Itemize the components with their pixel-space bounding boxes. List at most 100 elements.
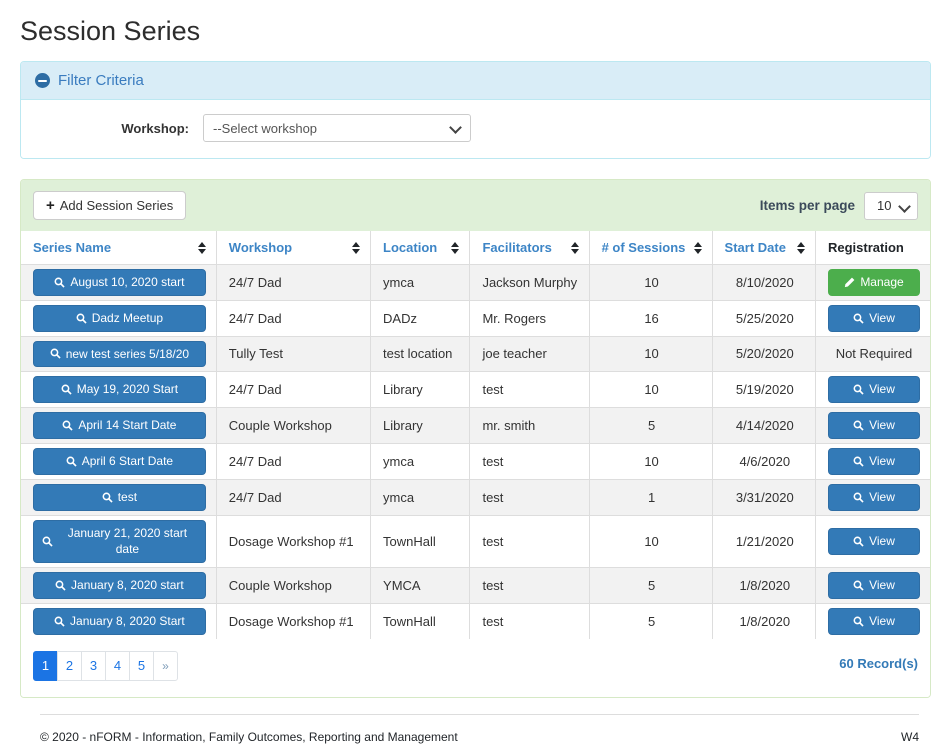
series-name-button[interactable]: April 14 Start Date — [33, 412, 206, 439]
page-button-5[interactable]: 5 — [129, 650, 154, 681]
filter-criteria-title: Filter Criteria — [58, 72, 144, 89]
series-name-button[interactable]: August 10, 2020 start — [33, 269, 206, 296]
collapse-minus-icon[interactable] — [35, 73, 50, 88]
start-date-cell: 3/31/2020 — [711, 478, 816, 516]
view-registration-button[interactable]: View — [828, 304, 920, 332]
page-button-1[interactable]: 1 — [33, 650, 58, 681]
pagination: 1 2 3 4 5» — [33, 650, 178, 681]
view-button-label: View — [869, 578, 895, 593]
sort-icon[interactable] — [197, 241, 206, 254]
view-registration-button[interactable]: View — [828, 376, 920, 404]
series-name-button[interactable]: Dadz Meetup — [33, 304, 206, 332]
series-name-button[interactable]: January 8, 2020 start — [33, 572, 206, 599]
table-row: May 19, 2020 Start 24/7 Dad Library test… — [21, 371, 930, 408]
location-cell: TownHall — [370, 514, 470, 568]
page-button-2[interactable]: 2 — [57, 650, 82, 681]
sessions-count-cell: 1 — [588, 478, 713, 516]
filter-body: Workshop: --Select workshop — [21, 100, 930, 158]
facilitators-cell: Jackson Murphy — [469, 264, 590, 301]
sort-icon[interactable] — [451, 241, 460, 254]
column-header-label: Series Name — [33, 240, 112, 255]
column-header[interactable]: Workshop — [215, 231, 371, 265]
facilitators-cell: Mr. Rogers — [469, 299, 590, 337]
page-button-3[interactable]: 3 — [81, 650, 106, 681]
facilitators-cell: joe teacher — [469, 335, 590, 372]
view-button-label: View — [869, 310, 895, 325]
location-cell: ymca — [370, 478, 470, 516]
page-title: Session Series — [20, 16, 201, 46]
table-row: January 8, 2020 Start Dosage Workshop #1… — [21, 602, 930, 639]
magnifier-icon — [853, 384, 864, 395]
items-per-page-select-wrap: 10 — [864, 191, 918, 220]
column-header: Registration — [815, 231, 930, 265]
view-registration-button[interactable]: View — [828, 412, 920, 439]
sort-icon[interactable] — [797, 241, 805, 254]
location-cell: Library — [370, 371, 470, 408]
workshop-cell: 24/7 Dad — [215, 478, 371, 516]
series-name-label: August 10, 2020 start — [70, 275, 185, 289]
items-per-page-select[interactable]: 10 — [864, 191, 918, 220]
view-button-label: View — [869, 489, 895, 504]
sessions-count-cell: 10 — [588, 514, 713, 568]
view-registration-button[interactable]: View — [828, 447, 920, 475]
magnifier-icon — [42, 536, 53, 547]
next-page-button[interactable]: » — [153, 650, 178, 681]
workshop-select-wrap: --Select workshop — [203, 114, 471, 142]
site-footer: © 2020 - nFORM - Information, Family Out… — [40, 713, 919, 744]
column-header[interactable]: Facilitators — [469, 231, 590, 265]
column-header[interactable]: Start Date — [711, 231, 816, 265]
view-registration-button[interactable]: View — [828, 527, 920, 555]
location-cell: ymca — [370, 264, 470, 301]
table-row: test 24/7 Dad ymca test 1 3/31/2020 View — [21, 478, 930, 516]
sort-icon[interactable] — [570, 241, 579, 254]
location-cell: YMCA — [370, 567, 470, 604]
view-registration-button[interactable]: View — [828, 607, 920, 635]
series-name-label: Dadz Meetup — [91, 310, 164, 325]
workshop-select[interactable]: --Select workshop — [203, 114, 471, 142]
series-name-button[interactable]: April 6 Start Date — [33, 447, 206, 475]
plus-icon: + — [46, 197, 55, 214]
session-series-panel: + Add Session Series Items per page 10 S… — [20, 179, 931, 698]
start-date-cell: 4/6/2020 — [711, 442, 816, 480]
copyright-text: © 2020 - nFORM - Information, Family Out… — [40, 729, 458, 744]
view-button-label: View — [869, 453, 895, 468]
sessions-count-cell: 5 — [588, 567, 713, 604]
location-cell: TownHall — [370, 602, 470, 639]
version-label: W4 — [901, 729, 919, 744]
series-name-label: April 6 Start Date — [81, 453, 174, 468]
sort-icon[interactable] — [693, 241, 702, 254]
add-session-series-button[interactable]: + Add Session Series — [33, 191, 187, 220]
column-header[interactable]: # of Sessions — [588, 231, 713, 265]
view-registration-button[interactable]: View — [828, 572, 920, 599]
facilitators-cell: test — [469, 442, 590, 480]
magnifier-icon — [62, 420, 73, 431]
magnifier-icon — [853, 420, 864, 431]
sessions-count-cell: 10 — [588, 335, 713, 372]
magnifier-icon — [853, 616, 864, 627]
magnifier-icon — [54, 277, 65, 288]
series-name-button[interactable]: new test series 5/18/20 — [33, 340, 206, 368]
location-cell: test location — [370, 335, 470, 372]
series-name-label: January 8, 2020 Start — [70, 613, 185, 628]
filter-criteria-header[interactable]: Filter Criteria — [21, 62, 930, 100]
sort-icon[interactable] — [352, 241, 361, 254]
column-header[interactable]: Series Name — [21, 231, 217, 265]
manage-registration-button[interactable]: Manage — [828, 269, 920, 296]
series-name-button[interactable]: January 8, 2020 Start — [33, 607, 206, 635]
series-name-label: test — [117, 489, 138, 504]
pencil-icon — [845, 277, 855, 288]
magnifier-icon — [50, 349, 61, 360]
record-count: 60 Record(s) — [839, 655, 918, 671]
magnifier-icon — [853, 536, 864, 547]
column-header-label: Workshop — [228, 240, 293, 255]
page-button-4[interactable]: 4 — [105, 650, 130, 681]
series-name-label: new test series 5/18/20 — [65, 346, 190, 361]
series-name-button[interactable]: May 19, 2020 Start — [33, 376, 206, 404]
view-registration-button[interactable]: View — [828, 483, 920, 511]
start-date-cell: 5/25/2020 — [711, 299, 816, 337]
column-header[interactable]: Location — [370, 231, 470, 265]
column-header-label: Registration — [828, 240, 904, 255]
series-name-button[interactable]: January 21, 2020 start date — [33, 519, 206, 564]
series-name-button[interactable]: test — [33, 483, 206, 511]
table-row: August 10, 2020 start 24/7 Dad ymca Jack… — [21, 264, 930, 301]
